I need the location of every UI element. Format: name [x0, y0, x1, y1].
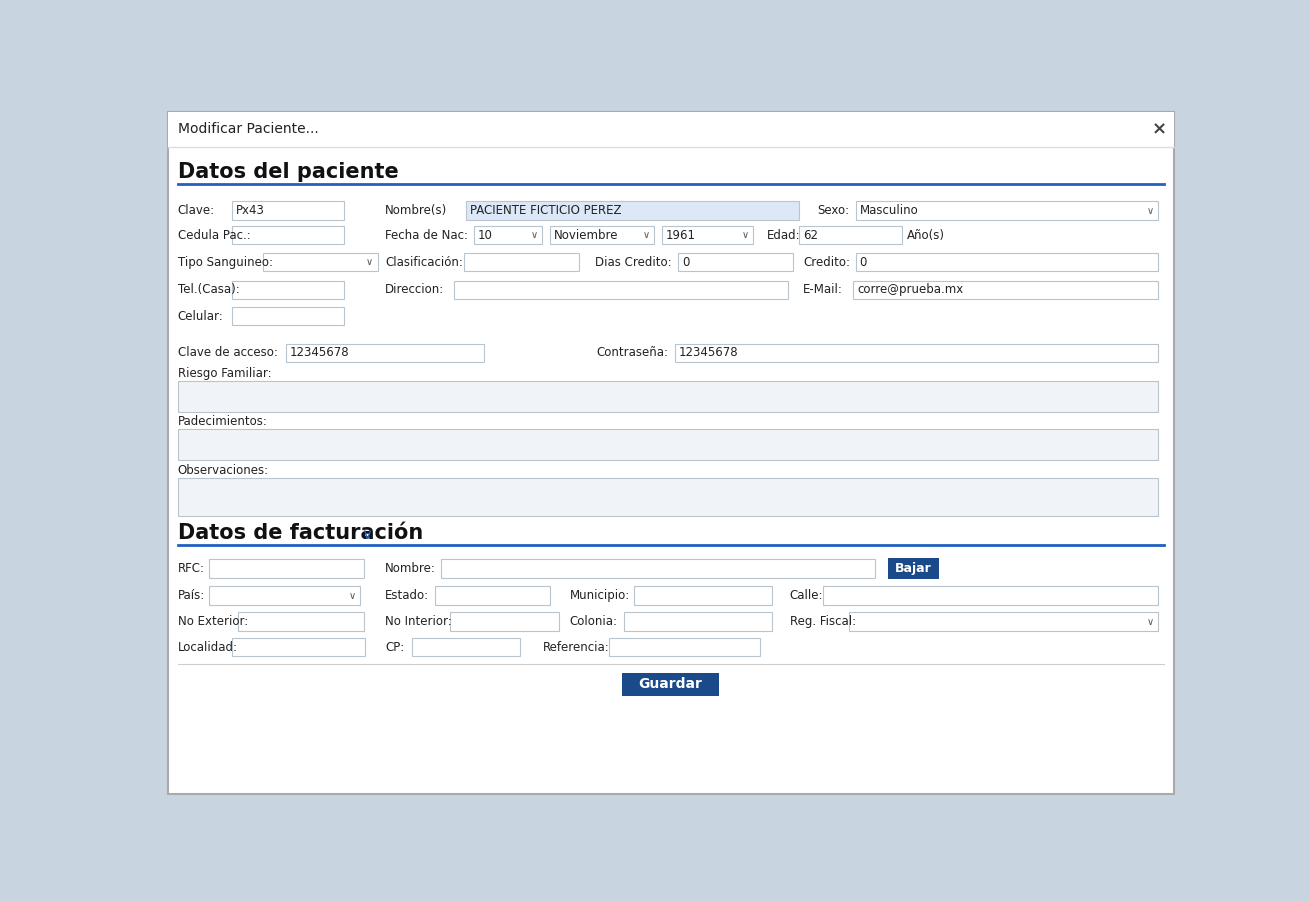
- Text: Riesgo Familiar:: Riesgo Familiar:: [178, 367, 271, 379]
- Text: Datos de facturación: Datos de facturación: [178, 523, 423, 543]
- Text: ×: ×: [1152, 120, 1168, 138]
- FancyBboxPatch shape: [622, 672, 720, 696]
- Text: ∨: ∨: [367, 257, 373, 267]
- Text: Celular:: Celular:: [178, 310, 224, 323]
- Text: 62: 62: [802, 229, 818, 241]
- Text: Contraseña:: Contraseña:: [596, 347, 668, 359]
- Text: Edad:: Edad:: [767, 229, 800, 241]
- FancyBboxPatch shape: [238, 613, 364, 631]
- Text: E-Mail:: E-Mail:: [802, 283, 843, 296]
- FancyBboxPatch shape: [232, 638, 365, 656]
- FancyBboxPatch shape: [178, 381, 1158, 412]
- Text: 12345678: 12345678: [291, 347, 350, 359]
- FancyBboxPatch shape: [465, 253, 579, 271]
- FancyBboxPatch shape: [466, 201, 798, 220]
- Text: PACIENTE FICTICIO PEREZ: PACIENTE FICTICIO PEREZ: [470, 204, 622, 217]
- Text: ∨: ∨: [530, 230, 538, 241]
- FancyBboxPatch shape: [168, 112, 1174, 147]
- Text: Modificar Paciente...: Modificar Paciente...: [178, 122, 318, 136]
- Text: Tel.(Casa):: Tel.(Casa):: [178, 283, 240, 296]
- Text: Observaciones:: Observaciones:: [178, 463, 268, 477]
- FancyBboxPatch shape: [411, 638, 520, 656]
- FancyBboxPatch shape: [168, 112, 1174, 794]
- Text: Bajar: Bajar: [894, 562, 932, 575]
- FancyBboxPatch shape: [823, 587, 1158, 605]
- Text: Px43: Px43: [236, 204, 264, 217]
- Text: ∨: ∨: [643, 230, 651, 241]
- Text: Dias Credito:: Dias Credito:: [594, 256, 672, 268]
- Text: Padecimientos:: Padecimientos:: [178, 415, 267, 428]
- Text: ∨: ∨: [1147, 205, 1153, 215]
- FancyBboxPatch shape: [208, 560, 364, 578]
- FancyBboxPatch shape: [889, 558, 939, 579]
- Text: Cedula Pac.:: Cedula Pac.:: [178, 229, 250, 241]
- FancyBboxPatch shape: [853, 280, 1158, 299]
- FancyBboxPatch shape: [263, 253, 377, 271]
- Text: Localidad:: Localidad:: [178, 641, 237, 653]
- FancyBboxPatch shape: [624, 613, 772, 631]
- FancyBboxPatch shape: [287, 344, 484, 362]
- FancyBboxPatch shape: [178, 429, 1158, 460]
- FancyBboxPatch shape: [550, 226, 654, 244]
- FancyBboxPatch shape: [856, 201, 1158, 220]
- Text: ∨: ∨: [1147, 616, 1153, 627]
- Text: ∨: ∨: [348, 590, 356, 601]
- Text: Clasificación:: Clasificación:: [385, 256, 463, 268]
- Text: Noviembre: Noviembre: [554, 229, 618, 241]
- FancyBboxPatch shape: [441, 560, 876, 578]
- FancyBboxPatch shape: [678, 253, 793, 271]
- FancyBboxPatch shape: [634, 587, 772, 605]
- FancyBboxPatch shape: [232, 280, 344, 299]
- Text: Año(s): Año(s): [907, 229, 945, 241]
- FancyBboxPatch shape: [675, 344, 1158, 362]
- FancyBboxPatch shape: [208, 587, 360, 605]
- Text: CP:: CP:: [385, 641, 404, 653]
- Text: 0: 0: [682, 256, 690, 268]
- Text: Guardar: Guardar: [639, 677, 703, 691]
- FancyBboxPatch shape: [856, 253, 1158, 271]
- FancyBboxPatch shape: [454, 280, 788, 299]
- Text: Estado:: Estado:: [385, 589, 429, 602]
- Text: No Interior:: No Interior:: [385, 615, 452, 628]
- Text: Clave de acceso:: Clave de acceso:: [178, 347, 278, 359]
- Text: 12345678: 12345678: [679, 347, 738, 359]
- Text: Colonia:: Colonia:: [569, 615, 618, 628]
- Text: Municipio:: Municipio:: [569, 589, 630, 602]
- FancyBboxPatch shape: [178, 478, 1158, 516]
- Text: ∨: ∨: [361, 527, 372, 542]
- Text: 1961: 1961: [666, 229, 696, 241]
- FancyBboxPatch shape: [609, 638, 761, 656]
- Text: Masculino: Masculino: [860, 204, 919, 217]
- Text: Reg. Fiscal:: Reg. Fiscal:: [789, 615, 856, 628]
- Text: Referencia:: Referencia:: [543, 641, 610, 653]
- Text: Fecha de Nac:: Fecha de Nac:: [385, 229, 469, 241]
- Text: Nombre(s): Nombre(s): [385, 204, 448, 217]
- Text: Direccion:: Direccion:: [385, 283, 445, 296]
- FancyBboxPatch shape: [798, 226, 902, 244]
- Text: ∨: ∨: [742, 230, 749, 241]
- Text: 0: 0: [860, 256, 867, 268]
- Text: RFC:: RFC:: [178, 562, 204, 575]
- Text: Datos del paciente: Datos del paciente: [178, 162, 398, 182]
- FancyBboxPatch shape: [848, 613, 1158, 631]
- FancyBboxPatch shape: [662, 226, 754, 244]
- Text: Sexo:: Sexo:: [817, 204, 850, 217]
- Text: Nombre:: Nombre:: [385, 562, 436, 575]
- FancyBboxPatch shape: [232, 226, 344, 244]
- Text: corre@prueba.mx: corre@prueba.mx: [857, 283, 963, 296]
- Text: Calle:: Calle:: [789, 589, 823, 602]
- Text: Clave:: Clave:: [178, 204, 215, 217]
- Text: País:: País:: [178, 589, 204, 602]
- FancyBboxPatch shape: [232, 201, 344, 220]
- FancyBboxPatch shape: [474, 226, 542, 244]
- Text: Credito:: Credito:: [802, 256, 850, 268]
- Text: No Exterior:: No Exterior:: [178, 615, 247, 628]
- Text: 10: 10: [478, 229, 492, 241]
- FancyBboxPatch shape: [232, 306, 344, 325]
- FancyBboxPatch shape: [450, 613, 559, 631]
- FancyBboxPatch shape: [435, 587, 550, 605]
- Text: Tipo Sanguineo:: Tipo Sanguineo:: [178, 256, 272, 268]
